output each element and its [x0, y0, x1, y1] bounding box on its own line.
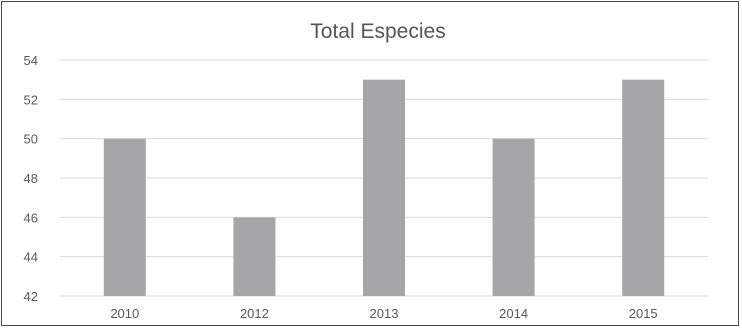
y-axis-ticks: 42 44 46 48 50 52 54	[24, 53, 38, 304]
x-axis-ticks: 2010 2012 2013 2014 2015	[110, 306, 657, 321]
y-tick-label: 46	[24, 210, 38, 225]
x-tick-label: 2015	[629, 306, 658, 321]
bar-2012	[233, 217, 276, 296]
y-tick-label: 48	[24, 171, 38, 186]
bar-2013	[363, 79, 405, 297]
x-tick-label: 2012	[240, 306, 269, 321]
bar-2010	[103, 138, 146, 296]
chart-title: Total Especies	[310, 20, 445, 43]
x-tick-label: 2014	[499, 306, 528, 321]
y-tick-label: 44	[24, 250, 38, 265]
bar-2015	[622, 79, 665, 297]
x-tick-label: 2010	[110, 306, 139, 321]
y-tick-label: 50	[24, 132, 38, 147]
bar-2014	[492, 138, 535, 296]
y-tick-label: 52	[24, 92, 38, 107]
bars	[103, 79, 665, 297]
y-tick-label: 54	[24, 53, 38, 68]
x-tick-label: 2013	[370, 306, 399, 321]
y-tick-label: 42	[24, 289, 38, 304]
